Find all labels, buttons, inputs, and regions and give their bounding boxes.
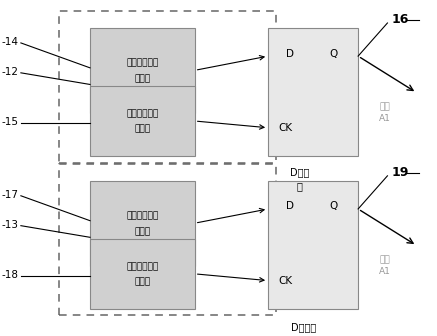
Text: D: D — [286, 201, 294, 211]
Text: Q: Q — [329, 201, 337, 211]
Bar — [59, 164, 277, 316]
Text: -17: -17 — [2, 190, 19, 200]
Text: 16: 16 — [392, 13, 409, 26]
Bar — [90, 86, 195, 156]
Bar — [90, 28, 195, 113]
Bar — [268, 181, 358, 309]
Text: 19: 19 — [392, 166, 409, 179]
Text: 低频震荡信号: 低频震荡信号 — [126, 262, 159, 271]
Text: Q: Q — [329, 49, 337, 58]
Bar — [268, 28, 358, 156]
Text: D触发器: D触发器 — [291, 322, 317, 332]
Text: 信号
A1: 信号 A1 — [379, 102, 391, 123]
Text: 器: 器 — [297, 181, 302, 191]
Text: 信号
A1: 信号 A1 — [379, 255, 391, 276]
Text: -12: -12 — [2, 67, 19, 77]
Text: -13: -13 — [2, 220, 19, 230]
Text: 高频振荡信号: 高频振荡信号 — [126, 211, 159, 220]
Text: 发生器: 发生器 — [134, 74, 150, 83]
Bar — [90, 239, 195, 309]
Bar — [59, 11, 277, 163]
Text: -15: -15 — [2, 117, 19, 127]
Text: 发生器: 发生器 — [134, 227, 150, 236]
Text: D触发: D触发 — [290, 168, 309, 177]
Text: -14: -14 — [2, 37, 19, 47]
Text: D: D — [286, 49, 294, 58]
Text: 高频振荡信号: 高频振荡信号 — [126, 58, 159, 68]
Text: CK: CK — [279, 123, 293, 133]
Text: 发生器: 发生器 — [134, 278, 150, 287]
Text: 低频震荡信号: 低频震荡信号 — [126, 109, 159, 118]
Text: -18: -18 — [2, 269, 19, 280]
Text: 发生器: 发生器 — [134, 125, 150, 134]
Text: CK: CK — [279, 276, 293, 286]
Bar — [90, 181, 195, 265]
